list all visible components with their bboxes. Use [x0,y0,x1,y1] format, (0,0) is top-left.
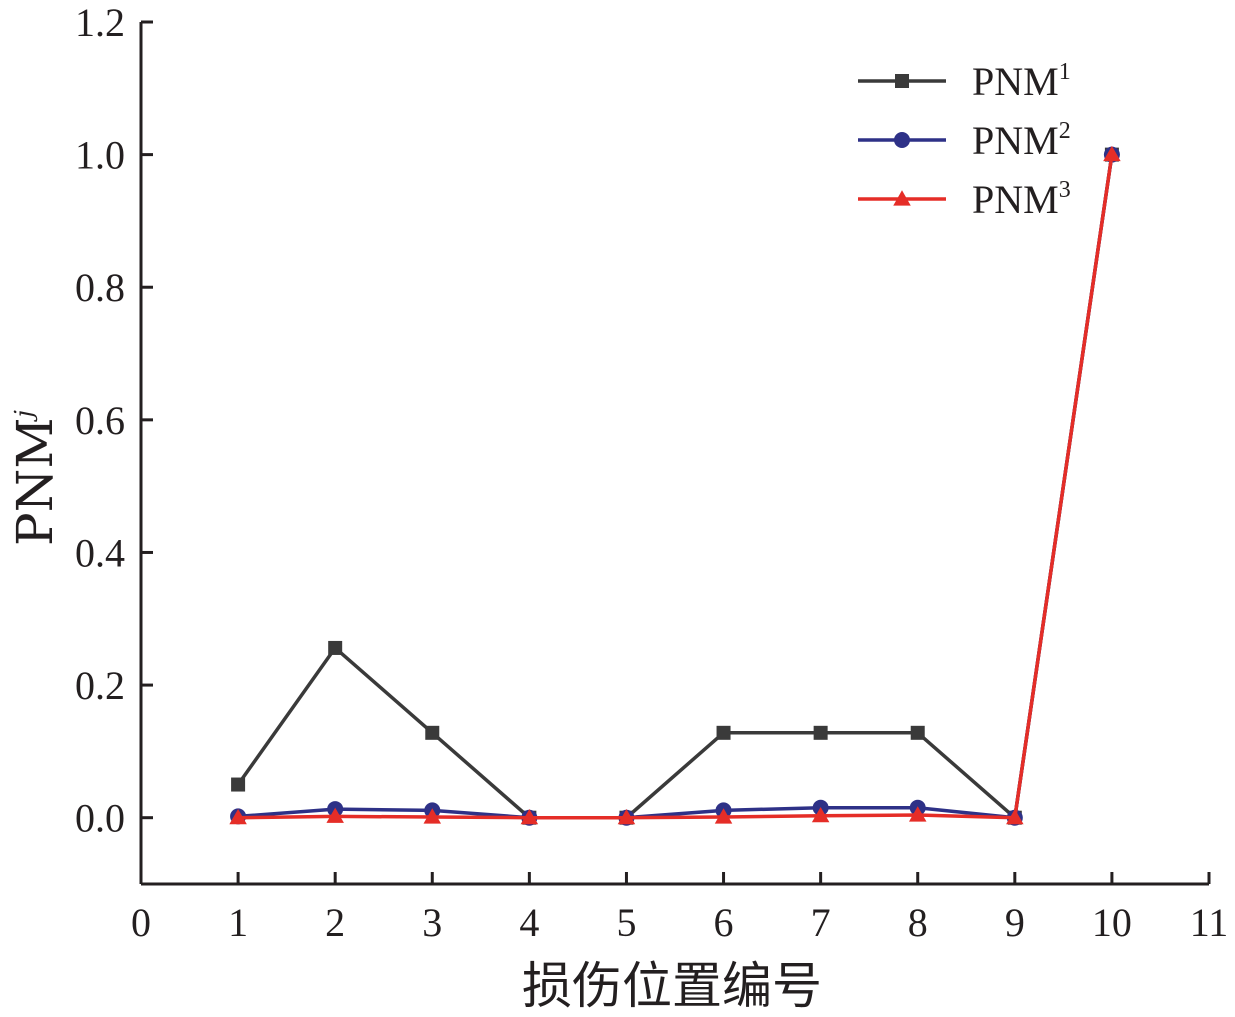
series-3-point [908,806,927,822]
x-tick-label: 7 [811,900,831,945]
legend-label-name: PNM [972,177,1059,222]
legend-label-name: PNM [972,118,1059,163]
series-3 [229,145,1121,825]
x-tick-label: 4 [519,900,539,945]
series-1-point [910,725,925,740]
series-1-point [425,725,440,740]
x-tick-label: 3 [422,900,442,945]
series-3-point [1103,145,1121,162]
x-axis-title: 损伤位置编号 [522,957,822,1015]
legend-marker [893,190,911,206]
x-tick-label: 10 [1092,900,1132,945]
axes: 0 1 2 3 4 5 6 7 8 9 10 11 0.0 0.2 0.4 0.6 0.8 1.0 1.2 [75,0,1228,945]
legend-item-2: PNM2 [858,118,1071,163]
series-3-point [811,806,830,823]
series-3-point [423,808,442,824]
x-tick-label: 8 [908,900,928,945]
series-3-point [617,808,636,825]
series-1-line [236,154,1114,820]
y-tick-label: 0.2 [75,663,125,708]
x-tick-label: 11 [1190,900,1229,945]
legend-label-name: PNM [972,59,1059,104]
series-1-point [231,777,246,792]
series-1-point [813,725,828,740]
x-tick-label: 6 [714,900,734,945]
y-axis-title: PNMj [6,409,64,546]
legend-label: PNM1 [972,59,1071,104]
x-tick-label: 1 [228,900,248,945]
series-3-point [229,808,247,825]
series-3-line [238,154,1114,820]
y-tick-label: 1.2 [75,0,125,45]
series-2 [230,146,1120,826]
legend-label-superscript: 1 [1059,59,1071,85]
legend-label-superscript: 2 [1059,118,1071,144]
y-tick-label: 0.8 [75,265,125,310]
y-tick-label: 0.0 [75,796,125,841]
series-1 [231,147,1119,825]
legend-item-3: PNM3 [858,177,1071,222]
series-3-point [714,808,733,824]
y-tick-label: 1.0 [75,133,125,178]
series-layer [229,145,1121,826]
y-tick-label: 0.6 [75,398,125,443]
series-2-line [237,154,1114,820]
legend-label-superscript: 3 [1059,177,1071,203]
x-tick-label: 5 [616,900,636,945]
legend-item-1: PNM1 [858,59,1071,104]
series-3-point [1006,808,1024,825]
legend-label: PNM3 [972,177,1071,222]
legend-marker [895,74,909,88]
y-axis-title-base: PNM [6,417,64,546]
series-3-point [326,807,344,823]
series-1-point [328,640,343,655]
series-3-point [520,808,539,825]
series-1-point [716,725,731,740]
y-tick-label: 0.4 [75,530,125,575]
legend-label: PNM2 [972,118,1071,163]
x-tick-label: 0 [131,900,151,945]
x-tick-label: 2 [325,900,345,945]
x-tick-label: 9 [1005,900,1025,945]
legend-marker [894,132,910,148]
